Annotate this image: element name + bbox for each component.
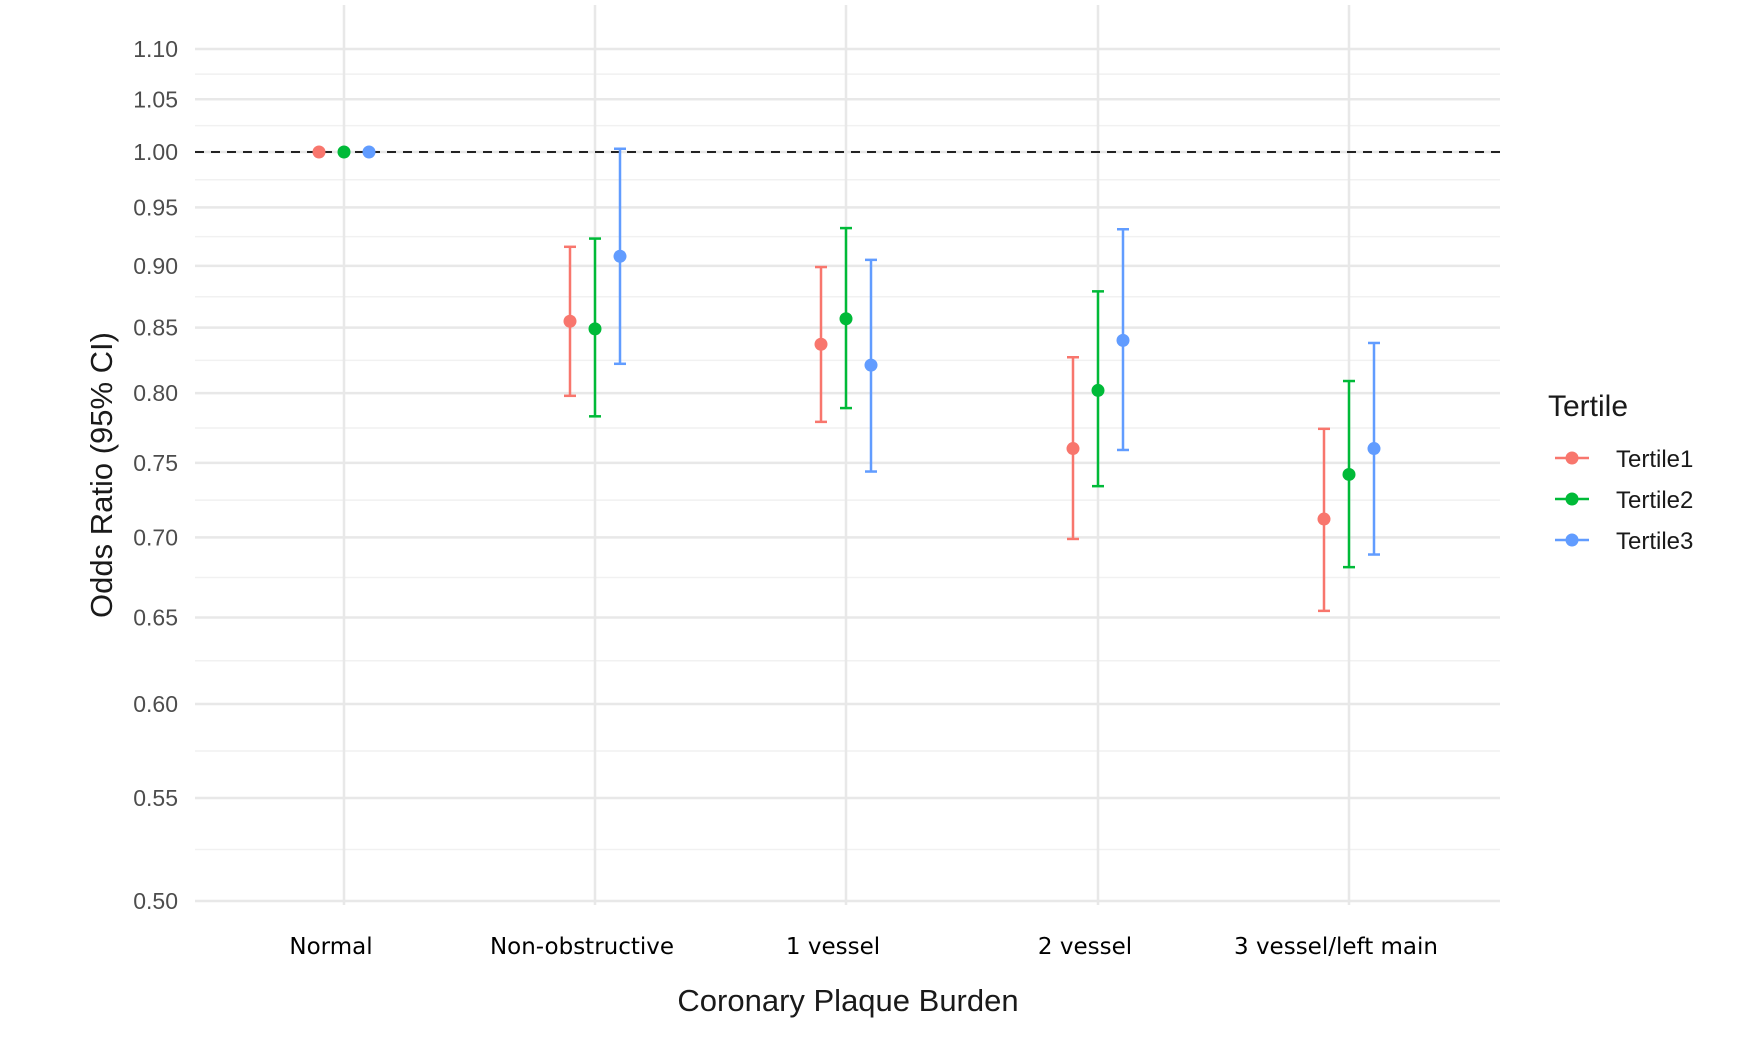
- y-tick-labels: 1.10 1.05 1.00 0.95 0.90 0.85 0.80 0.75 0.70 0.65…: [133, 36, 178, 914]
- y-tick-label: 1.05: [133, 86, 178, 112]
- data-point: [563, 314, 577, 328]
- x-tick-label: 1 vessel: [786, 934, 880, 960]
- y-tick-label: 0.80: [133, 380, 178, 406]
- legend-key-point: [1565, 533, 1579, 547]
- y-tick-label: 0.95: [133, 194, 178, 220]
- data-point: [1317, 512, 1331, 526]
- data-point: [1091, 383, 1105, 397]
- legend-key-point: [1565, 451, 1579, 465]
- x-tick-labels: Normal Non-obstructive 1 vessel 2 vessel 3 v…: [289, 934, 1438, 960]
- y-tick-label: 1.10: [133, 36, 178, 62]
- data-point: [1066, 442, 1080, 456]
- data-point: [362, 145, 376, 159]
- legend-title: Tertile: [1548, 390, 1628, 423]
- y-tick-label: 0.65: [133, 604, 178, 630]
- data-point: [864, 358, 878, 372]
- y-tick-label: 0.50: [133, 888, 178, 914]
- legend-label: Tertile1: [1616, 446, 1693, 473]
- x-tick-label: Normal: [289, 934, 372, 960]
- legend-label: Tertile3: [1616, 528, 1693, 555]
- major-gridlines: [195, 5, 1500, 905]
- x-axis-title: Coronary Plaque Burden: [677, 983, 1018, 1018]
- x-tick-label: 3 vessel/left main: [1234, 934, 1438, 960]
- data-point: [337, 145, 351, 159]
- legend-key-point: [1565, 492, 1579, 506]
- data-point: [1367, 442, 1381, 456]
- data-point: [588, 322, 602, 336]
- x-tick-label: Non-obstructive: [490, 934, 674, 960]
- data-point: [839, 312, 853, 326]
- y-tick-label: 0.55: [133, 785, 178, 811]
- minor-gridlines: [195, 73, 1500, 851]
- data-point: [814, 337, 828, 351]
- legend: Tertile Tertile1 Tertile2 Tertile3: [1548, 390, 1693, 555]
- data-point: [613, 249, 627, 263]
- data-marks: [312, 145, 1381, 613]
- data-point: [1342, 467, 1356, 481]
- y-tick-label: 1.00: [133, 139, 178, 165]
- y-tick-label: 0.60: [133, 691, 178, 717]
- legend-label: Tertile2: [1616, 487, 1693, 514]
- x-tick-label: 2 vessel: [1038, 934, 1132, 960]
- data-point: [312, 145, 326, 159]
- data-point: [1116, 333, 1130, 347]
- y-tick-label: 0.85: [133, 315, 178, 341]
- y-tick-label: 0.70: [133, 524, 178, 550]
- y-axis-title: Odds Ratio (95% CI): [84, 332, 119, 618]
- y-tick-label: 0.75: [133, 450, 178, 476]
- y-tick-label: 0.90: [133, 253, 178, 279]
